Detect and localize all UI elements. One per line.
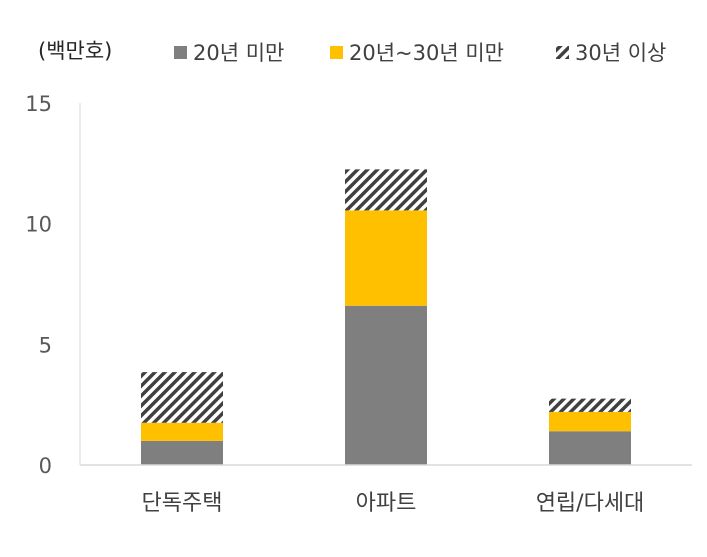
y-unit-label: (백만호): [38, 39, 112, 63]
x-tick-label: 단독주택: [142, 491, 223, 516]
y-tick-label: 15: [25, 92, 52, 116]
bar-segment: [549, 431, 631, 465]
y-tick-label: 5: [39, 333, 52, 357]
x-axis: 단독주택 아파트 연립/다세대: [80, 464, 692, 516]
bars: [141, 169, 631, 465]
bar-segment: [141, 422, 223, 441]
legend-label: 20년~30년 미만: [349, 41, 504, 65]
y-axis: 0 5 10 15: [25, 92, 81, 478]
legend: 20년 미만 20년~30년 미만 30년 이상: [174, 41, 666, 65]
bar-segment: [141, 440, 223, 465]
legend-swatch: [174, 46, 187, 59]
bar-segment: [345, 169, 427, 211]
legend-label: 30년 이상: [575, 41, 666, 65]
x-tick-label: 연립/다세대: [536, 491, 645, 516]
y-tick-label: 0: [39, 454, 52, 478]
bar-segment: [549, 398, 631, 412]
bar-segment: [345, 210, 427, 306]
x-tick-label: 아파트: [356, 491, 417, 516]
bar-segment: [549, 411, 631, 432]
bar-segment: [141, 372, 223, 423]
legend-swatch: [556, 46, 569, 59]
y-tick-label: 10: [25, 213, 52, 237]
bar-segment: [345, 305, 427, 465]
legend-label: 20년 미만: [193, 41, 284, 65]
legend-swatch: [330, 46, 343, 59]
